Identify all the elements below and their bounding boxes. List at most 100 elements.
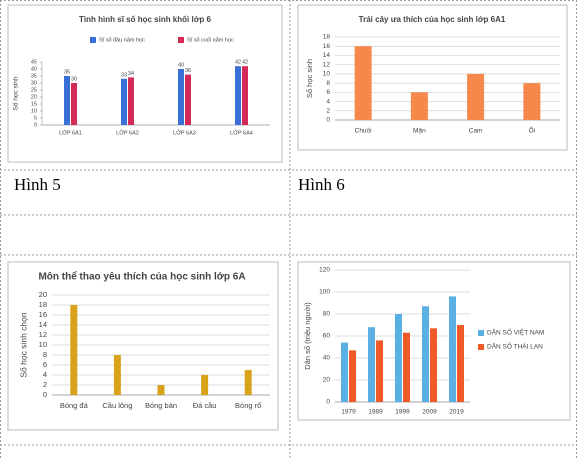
bar [121,78,127,125]
y-axis-label: Số học sinh [11,76,20,110]
bar [70,305,78,395]
bar [71,83,77,125]
y-tick-label: 80 [323,311,331,318]
y-tick-label: 10 [31,108,37,114]
y-tick-label: 30 [31,80,37,86]
x-tick-label: Mận [413,128,426,135]
y-tick-label: 100 [319,289,330,296]
caption: Hình 5 [14,175,61,194]
y-tick-label: 18 [39,300,47,309]
legend-label: DÂN SỐ VIỆT NAM [487,327,544,337]
bar [449,296,456,402]
bar [341,342,348,402]
x-tick-label: LỚP 6A4 [230,129,253,136]
x-tick-label: LỚP 6A1 [59,129,82,136]
y-axis-label: Dân số (triệu người) [303,302,312,370]
x-tick-label: LỚP 6A2 [116,129,139,136]
x-tick-label: Chuối [355,126,372,135]
y-tick-label: 0 [326,399,330,406]
x-tick-label: Bóng bàn [145,401,177,410]
bar [178,69,184,125]
x-tick-label: Ổi [529,126,536,135]
legend-label: DÂN SỐ THÁI LAN [487,341,543,351]
y-tick-label: 2 [43,380,47,389]
bar [128,77,134,125]
y-tick-label: 0 [43,390,47,399]
legend-swatch [90,37,96,43]
y-tick-label: 35 [31,73,37,79]
data-label: 42 [235,60,241,66]
bar [354,46,372,120]
bar [157,385,165,395]
y-tick-label: 10 [323,71,331,78]
y-tick-label: 2 [326,107,330,114]
x-tick-label: 2009 [422,409,437,416]
y-tick-label: 10 [39,340,47,349]
y-tick-label: 14 [323,52,331,59]
y-tick-label: 45 [31,59,37,65]
bar [430,328,437,402]
x-tick-label: 1989 [368,409,383,416]
bar [467,73,485,120]
legend-swatch [478,330,484,336]
bar [349,350,356,402]
bar [457,325,464,402]
y-tick-label: 18 [323,34,331,41]
x-tick-label: Cầu lông [102,401,132,410]
data-label: 40 [178,62,184,68]
y-tick-label: 8 [326,80,330,87]
y-tick-label: 60 [323,333,331,340]
y-tick-label: 12 [39,330,47,339]
data-label: 30 [71,76,77,82]
bar [368,327,375,402]
legend-swatch [478,344,484,350]
bar [376,340,383,402]
caption: Hình 6 [298,175,345,194]
y-tick-label: 4 [43,370,47,379]
bar [523,83,541,120]
y-tick-label: 6 [43,360,47,369]
bar [395,314,402,402]
bar [113,355,121,395]
bar [242,66,248,125]
bar [422,306,429,402]
bar [201,375,209,395]
y-axis-label: Số học sinh [305,59,314,98]
chart-frames [7,4,571,431]
y-tick-label: 16 [39,310,47,319]
legend-swatch [178,37,184,43]
y-tick-label: 12 [323,61,331,68]
x-tick-label: Đá cầu [193,401,217,410]
data-label: 35 [64,69,70,75]
y-tick-label: 120 [319,267,330,274]
bar [235,66,241,125]
data-label: 42 [242,60,248,66]
y-tick-label: 0 [326,117,330,124]
y-tick-label: 4 [326,98,330,105]
y-tick-label: 40 [323,355,331,362]
bar [185,74,191,125]
y-tick-label: 6 [326,89,330,96]
bar [410,92,428,120]
legend-label: Sĩ số đầu năm học [99,37,145,43]
x-tick-label: 2019 [449,409,464,416]
x-tick-label: Bóng rổ [235,401,261,410]
y-tick-label: 20 [39,290,47,299]
y-tick-label: 8 [43,350,47,359]
data-label: 34 [128,71,134,77]
y-axis-label: Số học sinh chọn [18,312,28,377]
x-tick-label: Bóng đá [60,401,89,410]
y-tick-label: 15 [31,101,37,107]
chart-title: Tình hình sĩ số học sinh khối lớp 6 [79,15,211,24]
y-tick-label: 16 [323,43,331,50]
y-tick-label: 0 [34,122,37,128]
x-tick-label: 1999 [395,409,410,416]
data-label: 36 [185,68,191,74]
chart-title: Trái cây ưa thích của học sinh lớp 6A1 [359,15,506,24]
chart-title: Môn thể thao yêu thích của học sinh lớp … [38,271,245,283]
y-tick-label: 20 [31,94,37,100]
bar [403,332,410,402]
y-tick-label: 5 [34,115,37,121]
